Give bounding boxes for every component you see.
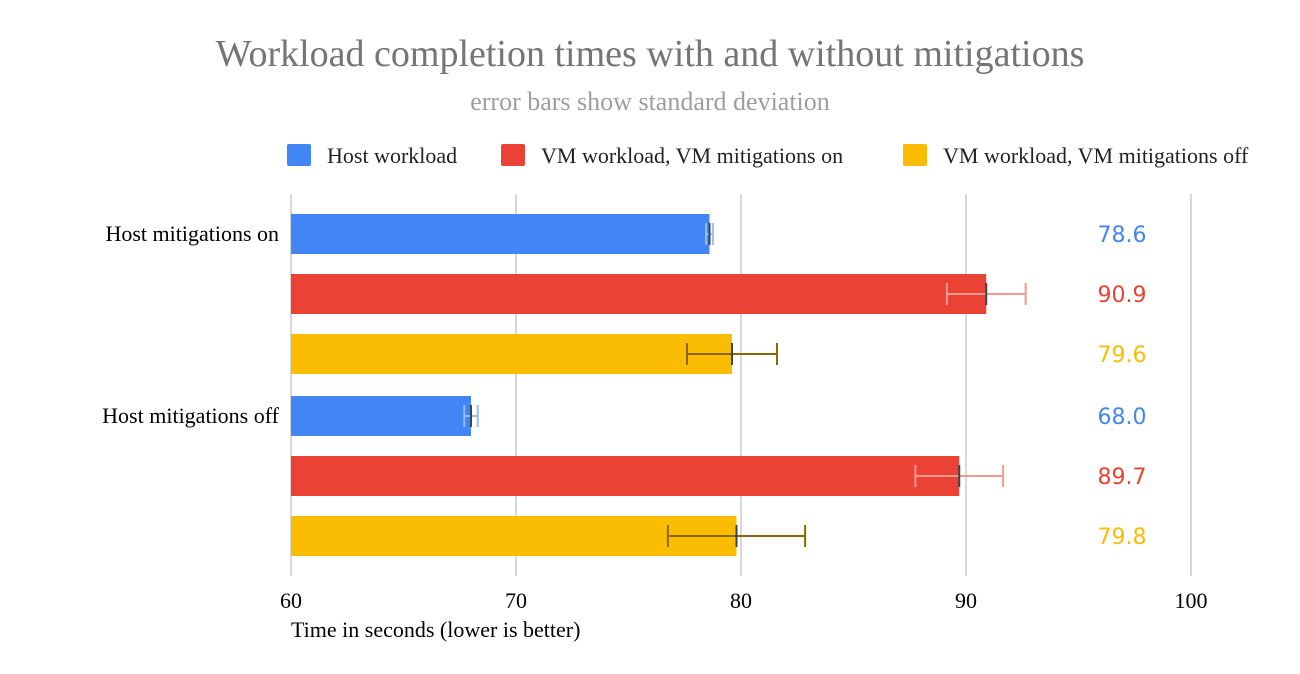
bar	[291, 456, 960, 496]
legend-swatch	[287, 144, 311, 166]
error-bar	[463, 405, 479, 427]
value-labels: 78.6 90.9 79.6 68.0 89.7 79.8	[1098, 223, 1147, 550]
error-bar	[914, 465, 1005, 487]
value-label: 79.6	[1098, 343, 1147, 368]
error-bar	[705, 223, 714, 245]
x-tick-label: 70	[505, 588, 527, 613]
x-tick-labels: 60 70 80 90 100	[280, 588, 1208, 613]
category-label: Host mitigations off	[102, 403, 279, 428]
x-tick-label: 60	[280, 588, 302, 613]
bar	[291, 274, 987, 314]
legend-item: Host workload	[287, 143, 457, 168]
bar	[291, 334, 732, 374]
chart-subtitle: error bars show standard deviation	[470, 87, 830, 116]
error-bar	[666, 525, 807, 547]
error-bar	[686, 343, 778, 365]
legend-label: VM workload, VM mitigations off	[943, 143, 1249, 168]
legend: Host workload VM workload, VM mitigations…	[287, 143, 1249, 168]
value-label: 90.9	[1098, 283, 1147, 308]
x-tick-label: 100	[1175, 588, 1208, 613]
legend-swatch	[903, 144, 927, 166]
x-axis-label: Time in seconds (lower is better)	[291, 617, 580, 642]
bars	[291, 214, 987, 556]
value-label: 78.6	[1098, 223, 1147, 248]
bar	[291, 396, 471, 436]
x-tick-label: 90	[955, 588, 977, 613]
legend-item: VM workload, VM mitigations off	[903, 143, 1249, 168]
category-labels: Host mitigations on Host mitigations off	[102, 221, 279, 428]
error-bar	[945, 283, 1027, 305]
bar	[291, 214, 710, 254]
value-label: 68.0	[1098, 405, 1147, 430]
x-tick-label: 80	[730, 588, 752, 613]
gridlines	[290, 194, 1192, 576]
legend-item: VM workload, VM mitigations on	[501, 143, 843, 168]
chart-title: Workload completion times with and witho…	[216, 33, 1085, 75]
legend-label: VM workload, VM mitigations on	[541, 143, 843, 168]
legend-swatch	[501, 144, 525, 166]
bar	[291, 516, 737, 556]
category-label: Host mitigations on	[105, 221, 279, 246]
error-bars	[463, 223, 1027, 547]
value-label: 89.7	[1098, 465, 1147, 490]
legend-label: Host workload	[327, 143, 457, 168]
value-label: 79.8	[1098, 525, 1147, 550]
